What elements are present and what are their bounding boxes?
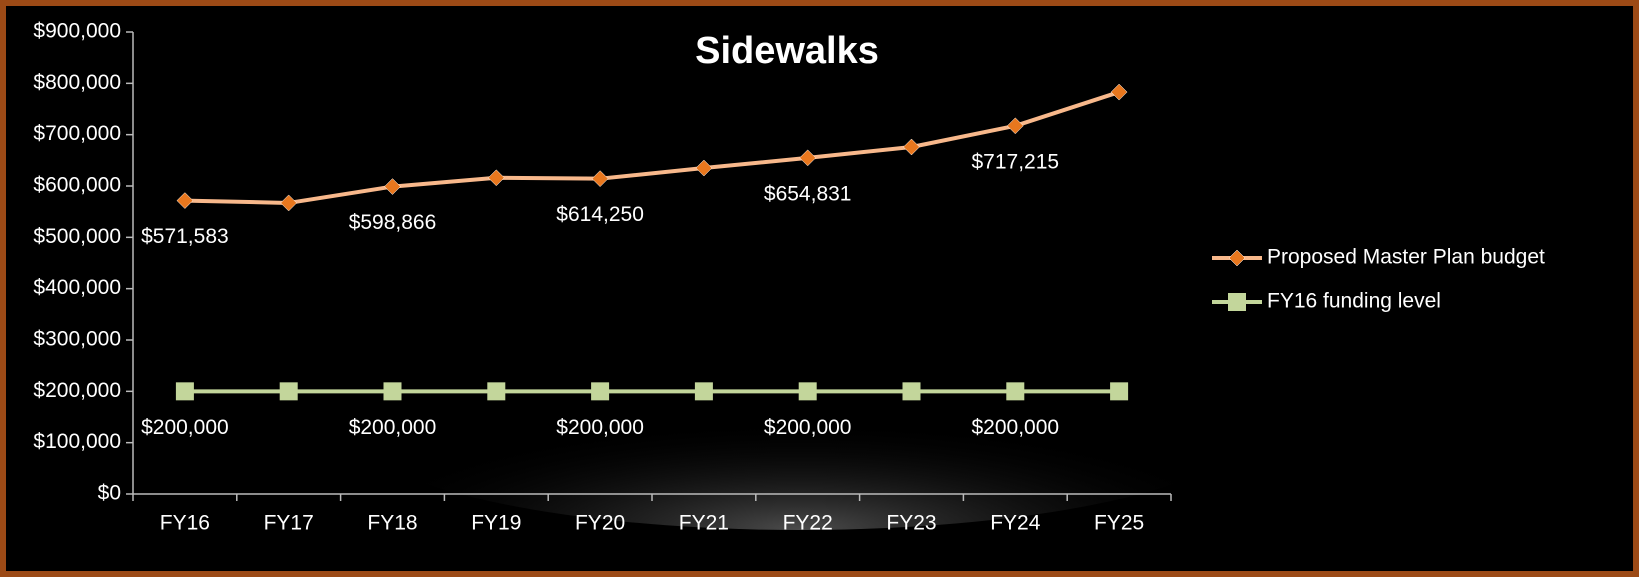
glow — [340, 310, 1260, 530]
y-tick-label: $500,000 — [33, 225, 121, 248]
y-tick-label: $600,000 — [33, 174, 121, 197]
x-tick-label: FY24 — [990, 512, 1041, 535]
data-point — [384, 178, 401, 195]
data-label: $200,000 — [556, 416, 644, 439]
data-label: $598,866 — [349, 211, 437, 234]
data-label: $614,250 — [556, 203, 644, 226]
data-label: $571,583 — [141, 225, 229, 248]
data-point — [1110, 83, 1128, 101]
y-tick-label: $100,000 — [33, 430, 121, 453]
x-tick-label: FY18 — [367, 512, 417, 535]
data-point — [903, 138, 920, 156]
legend-label: FY16 funding level — [1267, 290, 1441, 313]
data-label: $717,215 — [972, 150, 1060, 173]
data-point — [799, 149, 817, 167]
y-tick-label: $700,000 — [33, 122, 121, 145]
x-tick-label: FY17 — [264, 512, 314, 535]
data-point — [1110, 382, 1129, 401]
data-point — [902, 382, 921, 401]
y-tick-label: $200,000 — [33, 379, 121, 402]
data-point — [280, 194, 298, 212]
y-tick-label: $400,000 — [33, 276, 121, 299]
data-label: $200,000 — [972, 416, 1060, 439]
legend-marker — [1228, 249, 1246, 267]
legend-label: Proposed Master Plan budget — [1267, 246, 1545, 269]
data-label: $654,831 — [764, 182, 852, 205]
data-label: $200,000 — [764, 416, 852, 439]
data-point — [694, 382, 713, 401]
data-point — [487, 169, 505, 187]
data-point — [591, 382, 610, 401]
data-point — [591, 170, 609, 188]
data-point — [383, 382, 402, 401]
series-line — [184, 90, 1120, 205]
y-tick-label: $300,000 — [33, 328, 121, 351]
data-point — [695, 159, 713, 177]
chart-title: Sidewalks — [695, 30, 879, 72]
x-tick-label: FY23 — [886, 512, 936, 535]
data-point — [176, 192, 194, 209]
data-label: $200,000 — [141, 416, 229, 439]
data-point — [1006, 117, 1024, 135]
x-tick-label: FY20 — [575, 512, 625, 535]
legend-marker — [1228, 293, 1246, 311]
x-tick-label: FY16 — [160, 512, 210, 535]
x-tick-label: FY21 — [679, 512, 729, 535]
data-point — [1006, 382, 1025, 401]
data-point — [175, 382, 194, 401]
data-label: $200,000 — [349, 416, 437, 439]
data-point — [279, 382, 298, 401]
y-tick-label: $800,000 — [33, 71, 121, 94]
x-tick-label: FY22 — [783, 512, 833, 535]
x-tick-label: FY19 — [471, 512, 521, 535]
y-tick-label: $0 — [98, 482, 121, 505]
data-point — [487, 382, 506, 401]
x-tick-label: FY25 — [1094, 512, 1144, 535]
y-tick-label: $900,000 — [33, 20, 121, 43]
data-point — [798, 382, 817, 401]
